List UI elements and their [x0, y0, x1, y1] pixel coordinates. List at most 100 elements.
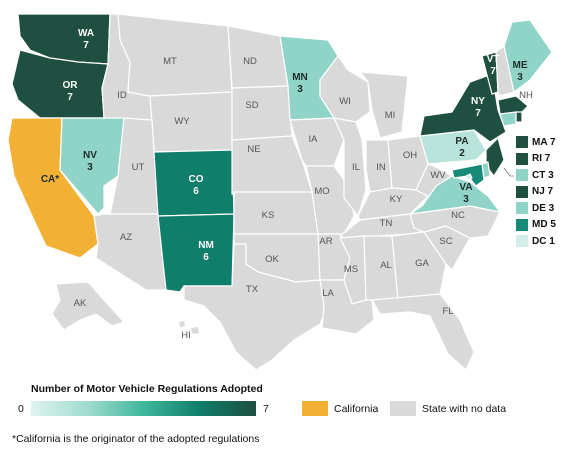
- state-ak: [51, 281, 125, 331]
- state-label-nm: NM: [198, 240, 214, 251]
- legend-swatch: [516, 136, 528, 149]
- legend-item-text: RI 7: [532, 153, 551, 165]
- state-abbr-ar: AR: [319, 236, 332, 247]
- state-nd: [227, 25, 289, 89]
- footnote: *California is the originator of the ado…: [12, 433, 260, 445]
- legend-swatch: [516, 202, 528, 215]
- state-abbr-al: AL: [380, 260, 392, 271]
- state-label-me: ME: [513, 60, 528, 71]
- state-value-wa: 7: [83, 40, 89, 51]
- state-abbr-fl: FL: [442, 306, 453, 317]
- small-state-legend-item: DE 3: [516, 200, 556, 217]
- no-data-label: State with no data: [422, 402, 507, 415]
- state-fl: [371, 293, 475, 371]
- state-abbr-tx: TX: [246, 284, 259, 295]
- small-state-legend-item: CT 3: [516, 167, 556, 184]
- small-state-legend-item: MA 7: [516, 134, 556, 151]
- state-value-ny: 7: [475, 108, 481, 119]
- state-label-pa: PA: [455, 136, 468, 147]
- state-mt: [117, 13, 233, 97]
- state-abbr-wv: WV: [430, 170, 446, 181]
- state-abbr-la: LA: [322, 288, 334, 299]
- labels-layer: WA7OR7CA*NV3CO6NM6MN3ME3VT7NY7PA2VA3IDMT…: [41, 28, 533, 341]
- state-wi: [319, 55, 371, 123]
- state-label-va: VA: [459, 182, 472, 193]
- state-abbr-id: ID: [117, 90, 127, 101]
- state-abbr-tn: TN: [380, 218, 393, 229]
- state-value-nm: 6: [203, 252, 209, 263]
- state-mo: [305, 165, 355, 235]
- state-label-vt: VT: [487, 54, 500, 65]
- state-label-or: OR: [63, 80, 79, 91]
- state-abbr-mo: MO: [314, 186, 329, 197]
- state-abbr-mi: MI: [385, 110, 396, 121]
- state-value-va: 3: [463, 194, 469, 205]
- state-ma: [497, 95, 529, 115]
- state-ct: [499, 111, 517, 127]
- legend-no-data: State with no data: [390, 401, 506, 416]
- state-label-ca: CA*: [41, 174, 59, 185]
- state-wv: [415, 163, 453, 207]
- state-ne: [231, 135, 313, 195]
- states-layer: [7, 13, 553, 371]
- legend-item-text: MA 7: [532, 136, 556, 148]
- legend-item-text: MD 5: [532, 219, 556, 231]
- state-value-me: 3: [517, 72, 523, 83]
- state-label-ny: NY: [471, 96, 485, 107]
- state-abbr-ok: OK: [265, 254, 279, 265]
- leader-line: [503, 167, 514, 177]
- state-label-nv: NV: [83, 150, 97, 161]
- legend-swatch: [516, 152, 528, 165]
- state-abbr-nh: NH: [519, 90, 533, 101]
- legend-california: California: [302, 401, 378, 416]
- state-mi: [359, 71, 409, 139]
- state-abbr-ak: AK: [74, 298, 87, 309]
- state-abbr-sc: SC: [439, 236, 452, 247]
- state-ks: [233, 191, 319, 235]
- state-abbr-hi: HI: [181, 330, 191, 341]
- state-label-mn: MN: [292, 72, 308, 83]
- state-abbr-nc: NC: [451, 210, 465, 221]
- state-abbr-az: AZ: [120, 232, 132, 243]
- state-hi: [189, 325, 201, 335]
- state-il: [333, 117, 367, 217]
- state-abbr-nd: ND: [243, 56, 257, 67]
- state-value-vt: 7: [490, 66, 496, 77]
- small-state-legend-item: RI 7: [516, 151, 556, 168]
- state-abbr-sd: SD: [245, 100, 258, 111]
- state-abbr-wy: WY: [174, 116, 190, 127]
- state-label-co: CO: [189, 174, 204, 185]
- state-abbr-ks: KS: [262, 210, 275, 221]
- state-value-or: 7: [67, 92, 73, 103]
- california-swatch: [302, 401, 328, 416]
- state-abbr-ga: GA: [415, 258, 429, 269]
- state-abbr-il: IL: [352, 162, 360, 173]
- legend-max-label: 7: [263, 403, 269, 415]
- state-abbr-wi: WI: [339, 96, 351, 107]
- legend-item-text: CT 3: [532, 169, 554, 181]
- small-state-legend-item: NJ 7: [516, 184, 556, 201]
- state-me: [503, 19, 553, 93]
- state-abbr-in: IN: [376, 162, 386, 173]
- state-nm: [157, 213, 235, 293]
- state-abbr-ia: IA: [309, 134, 319, 145]
- california-label: California: [334, 402, 379, 415]
- legend-title: Number of Motor Vehicle Regulations Adop…: [31, 383, 263, 395]
- state-value-nv: 3: [87, 162, 93, 173]
- state-nh: [495, 45, 515, 97]
- legend-item-text: NJ 7: [532, 186, 554, 198]
- small-state-legend-item: DC 1: [516, 233, 556, 250]
- state-value-pa: 2: [459, 148, 465, 159]
- legend-swatch: [516, 218, 528, 231]
- state-label-wa: WA: [78, 28, 94, 39]
- state-dc: [465, 173, 473, 181]
- small-state-legend-item: MD 5: [516, 217, 556, 234]
- small-state-legend: MA 7 RI 7 CT 3 NJ 7 DE 3 MD 5 DC 1: [516, 134, 556, 250]
- legend-swatch: [516, 169, 528, 182]
- legend-item-text: DC 1: [532, 235, 555, 247]
- state-abbr-oh: OH: [403, 150, 417, 161]
- state-wy: [149, 91, 233, 153]
- state-hi: [177, 319, 187, 329]
- no-data-swatch: [390, 401, 416, 416]
- legend-swatch: [516, 185, 528, 198]
